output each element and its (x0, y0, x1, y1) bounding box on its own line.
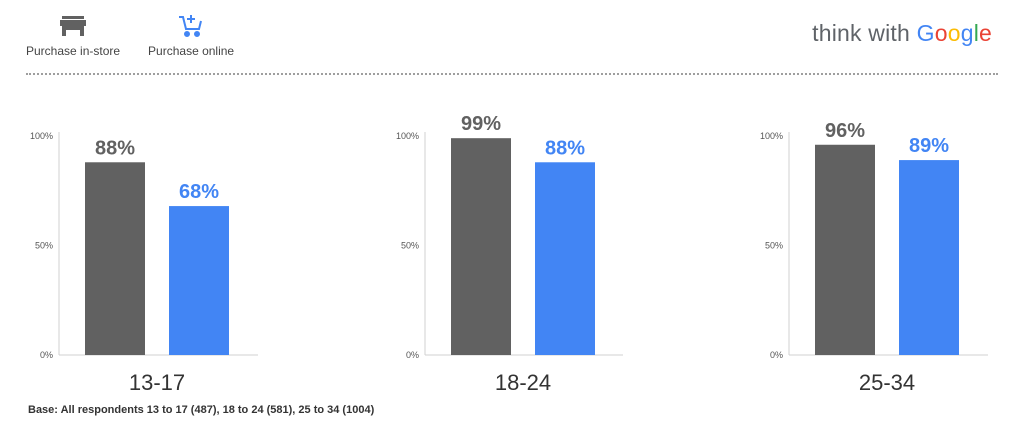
y-tick-label: 100% (396, 131, 419, 141)
y-tick-label: 50% (765, 241, 783, 251)
y-tick-label: 0% (40, 350, 53, 360)
data-label: 99% (461, 113, 501, 135)
footnote: Base: All respondents 13 to 17 (487), 18… (28, 404, 375, 416)
data-label: 88% (95, 137, 135, 159)
brand-prefix: think with (812, 20, 910, 46)
y-tick-label: 0% (406, 350, 419, 360)
brand-letter: G (916, 20, 935, 46)
data-label: 88% (545, 137, 585, 159)
data-label: 96% (825, 120, 865, 142)
legend-item-online: Purchase online (148, 12, 234, 58)
category-label: 13-17 (129, 370, 185, 395)
brand-letter: g (960, 20, 974, 46)
brand-letter: o (934, 20, 948, 46)
data-label: 89% (909, 135, 949, 157)
y-tick-label: 100% (30, 131, 53, 141)
divider (26, 73, 998, 75)
bar (451, 138, 511, 355)
brand-letter: o (947, 20, 961, 46)
legend-item-in-store: Purchase in-store (26, 12, 120, 58)
legend-label: Purchase online (148, 44, 235, 58)
category-label: 25-34 (859, 370, 915, 395)
store-icon (58, 12, 88, 40)
y-tick-label: 0% (770, 350, 783, 360)
y-tick-label: 50% (35, 241, 53, 251)
y-tick-label: 50% (401, 241, 419, 251)
legend-label: Purchase in-store (26, 44, 121, 58)
brand-letter: e (979, 20, 992, 46)
data-label: 68% (179, 181, 219, 203)
cart-plus-icon (176, 12, 206, 40)
category-label: 18-24 (495, 370, 551, 395)
bar (169, 206, 229, 355)
y-tick-label: 100% (760, 131, 783, 141)
brand-letter: l (973, 20, 979, 46)
bar (85, 162, 145, 355)
think-with-google-logo: think with Google (812, 20, 992, 47)
bar (535, 162, 595, 355)
legend: Purchase in-store Purchase online (26, 12, 234, 58)
bar (815, 144, 875, 355)
bar (899, 160, 959, 355)
